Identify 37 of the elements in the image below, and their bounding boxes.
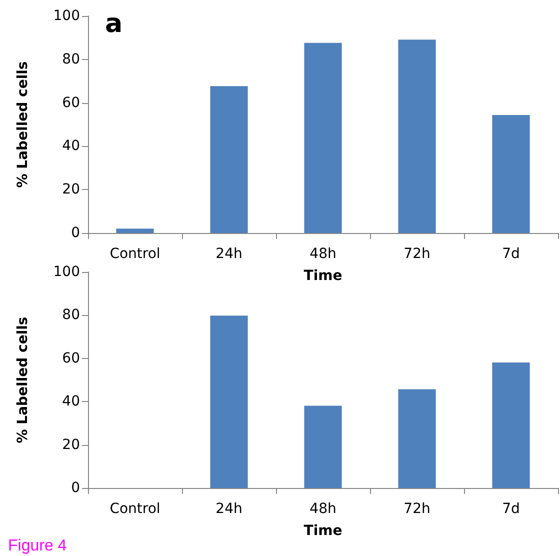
x-tick-label: 24h: [216, 246, 242, 262]
bar: [398, 40, 436, 233]
y-tick-label: 20: [62, 182, 80, 198]
y-tick-label: 60: [62, 350, 80, 366]
x-tick-label: 72h: [404, 246, 430, 262]
x-tick-label: Control: [110, 501, 160, 517]
chart-title: a: [105, 9, 123, 39]
caption: Figure 4: [8, 538, 67, 554]
y-tick-label: 0: [71, 225, 80, 241]
y-tick-label: 20: [62, 436, 80, 453]
y-tick-label: 40: [62, 138, 80, 154]
y-tick-label: 80: [62, 51, 80, 68]
x-tick-label: 7d: [502, 246, 520, 262]
y-axis-title: % Labelled cells: [15, 316, 31, 444]
y-tick-label: 0: [71, 480, 80, 496]
bar: [116, 228, 154, 233]
y-tick-label: 60: [62, 94, 80, 111]
x-axis-title: Time: [304, 268, 342, 284]
bar: [492, 362, 530, 488]
bar: [398, 389, 436, 488]
y-tick-label: 100: [53, 8, 80, 24]
y-tick-label: 100: [53, 264, 80, 280]
x-axis-title: Time: [304, 523, 342, 539]
x-tick-label: 24h: [216, 501, 242, 517]
y-tick-label: 80: [62, 307, 80, 324]
y-axis-title: % Labelled cells: [15, 61, 31, 188]
y-tick-label: 40: [62, 394, 80, 410]
x-tick-label: 48h: [310, 246, 336, 262]
bar: [304, 42, 342, 233]
bar: [210, 86, 248, 233]
bar: [304, 406, 342, 488]
x-tick-label: Control: [110, 246, 160, 262]
bar: [492, 114, 530, 233]
x-tick-label: 7d: [502, 501, 520, 517]
x-tick-label: 48h: [310, 501, 336, 517]
x-tick-label: 72h: [404, 501, 430, 517]
bar: [210, 316, 248, 488]
